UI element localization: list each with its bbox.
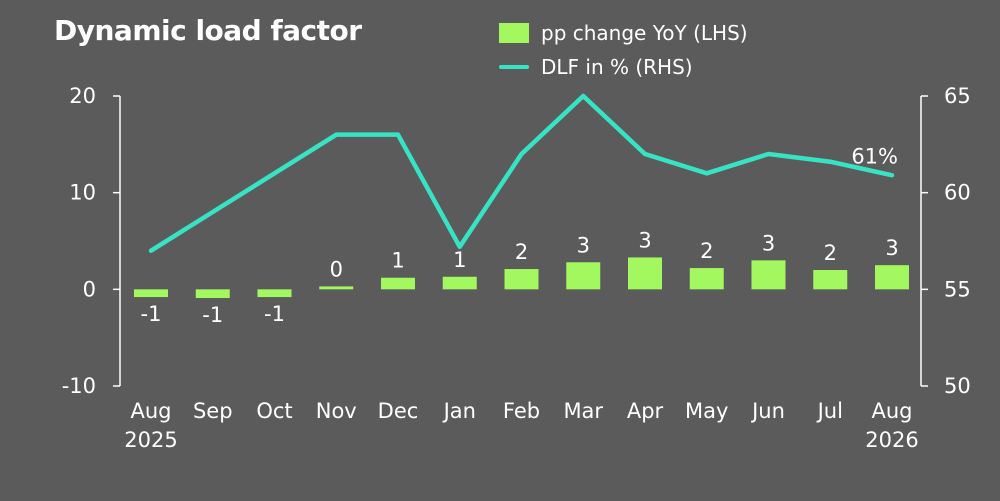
bar-data-label: -1 — [202, 303, 223, 327]
x-axis-tick-year: 2026 — [865, 428, 918, 452]
left-axis-tick-label: -10 — [62, 374, 96, 398]
legend: pp change YoY (LHS) DLF in % (RHS) — [499, 18, 748, 86]
bar — [257, 289, 292, 298]
left-axis-tick-label: 10 — [69, 181, 96, 205]
x-axis-tick-label: Jul — [816, 399, 843, 423]
bar — [813, 270, 848, 290]
x-axis-tick-label: Aug — [871, 399, 912, 423]
bar-data-label: 3 — [638, 228, 651, 252]
bar — [319, 286, 354, 290]
right-axis-tick-label: 60 — [944, 181, 971, 205]
bar-data-label: 0 — [330, 257, 343, 281]
x-axis-tick-label: Dec — [378, 399, 419, 423]
x-axis-tick-label: Feb — [503, 399, 540, 423]
x-axis-tick-label: Jan — [442, 399, 476, 423]
bar — [689, 268, 724, 290]
bar-data-label: 2 — [515, 240, 528, 264]
legend-item-line: DLF in % (RHS) — [499, 52, 748, 82]
bar-data-label: 3 — [885, 236, 898, 260]
x-axis-tick-label: Oct — [256, 399, 292, 423]
right-axis-tick-label: 50 — [944, 374, 971, 398]
left-axis-tick-label: 0 — [83, 277, 96, 301]
legend-label-bars: pp change YoY (LHS) — [541, 21, 748, 45]
x-axis-tick-label: Aug — [130, 399, 171, 423]
x-axis-tick-label: Nov — [316, 399, 357, 423]
bar-data-label: 2 — [824, 241, 837, 265]
bar-data-label: 1 — [391, 249, 404, 273]
x-axis-tick-label: May — [685, 399, 728, 423]
bar — [442, 276, 477, 290]
legend-label-line: DLF in % (RHS) — [541, 55, 693, 79]
bar — [875, 265, 909, 290]
bar-data-label: -1 — [141, 302, 162, 326]
bar-data-label: 3 — [762, 231, 775, 255]
bar-data-label: 2 — [700, 239, 713, 263]
legend-item-bars: pp change YoY (LHS) — [499, 18, 748, 48]
dlf-end-label: 61% — [851, 144, 898, 168]
x-axis-tick-year: 2025 — [124, 428, 177, 452]
bar — [751, 260, 786, 290]
bar-data-label: -1 — [264, 302, 285, 326]
x-axis-tick-label: Jun — [750, 399, 785, 423]
bar — [566, 262, 601, 290]
bar — [195, 289, 230, 299]
bar — [504, 269, 539, 290]
bar — [381, 277, 415, 290]
bar — [628, 257, 662, 290]
right-axis-tick-label: 55 — [944, 277, 971, 301]
x-axis-tick-label: Sep — [193, 399, 233, 423]
chart-title: Dynamic load factor — [54, 14, 362, 47]
bar — [134, 289, 168, 298]
left-axis-tick-label: 20 — [69, 84, 96, 108]
right-axis-tick-label: 65 — [944, 84, 971, 108]
bar-data-label: 3 — [577, 233, 590, 257]
legend-line-swatch — [499, 65, 529, 69]
bar-data-label: 1 — [453, 248, 466, 272]
x-axis-tick-label: Apr — [627, 399, 664, 423]
legend-bar-swatch — [499, 23, 529, 43]
x-axis-tick-label: Mar — [563, 399, 603, 423]
dlf-line — [148, 93, 895, 253]
